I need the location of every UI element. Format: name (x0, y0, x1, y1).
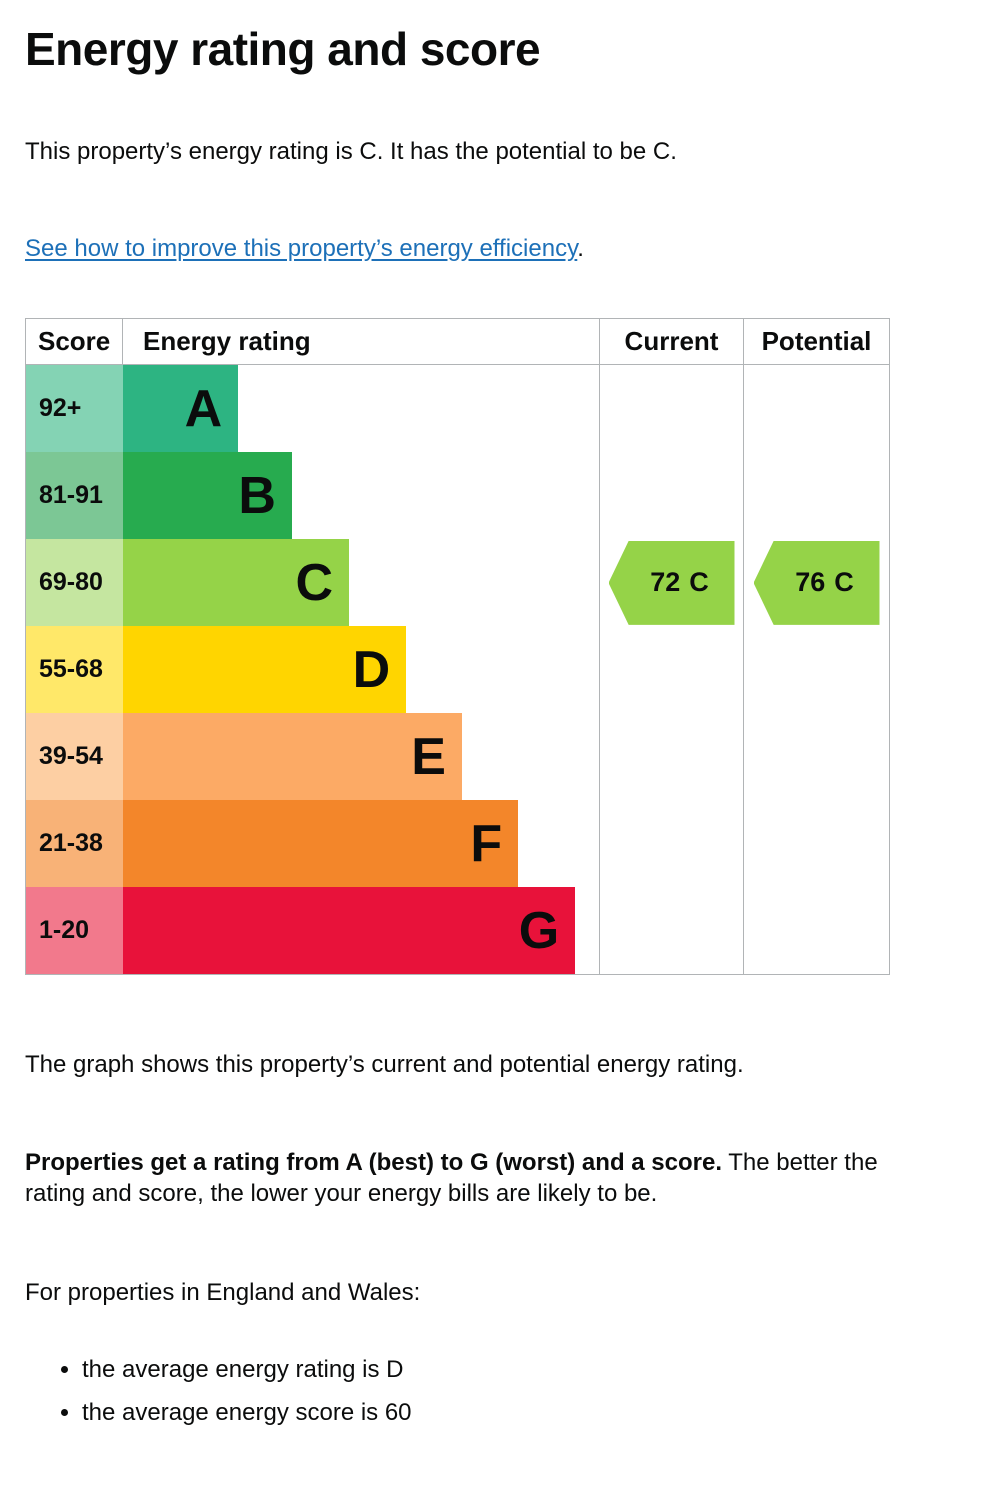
band-bar-cell-a: A (123, 365, 599, 453)
rating-explainer-lead: Properties get a rating from A (best) to… (25, 1148, 722, 1176)
potential-column-header: Potential (743, 319, 889, 366)
epc-rating-chart: Score Energy rating Current Potential 92… (25, 318, 890, 976)
improve-efficiency-link[interactable]: See how to improve this property’s energ… (25, 235, 578, 263)
potential-cell-c: 76 C (743, 539, 889, 627)
score-range-e: 39-54 (26, 713, 123, 801)
regions-heading: For properties in England and Wales: (25, 1278, 421, 1306)
link-suffix-period: . (577, 235, 584, 263)
potential-cell-g (743, 887, 889, 975)
potential-rating-letter: C (834, 567, 854, 598)
band-letter-c: C (295, 553, 334, 612)
graph-caption: The graph shows this property’s current … (25, 1051, 744, 1079)
potential-cell-a (743, 365, 889, 453)
rating-explainer: Properties get a rating from A (best) to… (25, 1147, 890, 1209)
average-score-item: the average energy score is 60 (82, 1397, 890, 1428)
current-cell-e (599, 713, 743, 801)
band-bar-cell-b: B (123, 452, 599, 540)
energy-rating-page: Energy rating and score This property’s … (25, 22, 890, 1429)
band-bar-a: A (123, 365, 239, 453)
current-cell-f (599, 800, 743, 888)
score-range-f: 21-38 (26, 800, 123, 888)
score-range-c: 69-80 (26, 539, 123, 627)
potential-cell-f (743, 800, 889, 888)
potential-score-value: 76 (795, 567, 826, 598)
rating-explainer-rest: The better the rating and score, the low… (25, 1148, 878, 1207)
score-range-g: 1-20 (26, 887, 123, 975)
score-range-b: 81-91 (26, 452, 123, 540)
band-letter-d: D (352, 640, 391, 699)
potential-rating-arrow: 76 C (753, 540, 880, 625)
band-bar-cell-c: C (123, 539, 599, 627)
current-rating-letter: C (689, 567, 709, 598)
current-cell-d (599, 626, 743, 714)
band-bar-cell-f: F (123, 800, 599, 888)
band-bar-cell-e: E (123, 713, 599, 801)
score-range-a: 92+ (26, 365, 123, 453)
score-column-header: Score (26, 319, 123, 366)
band-letter-g: G (518, 901, 560, 960)
current-score-value: 72 (650, 567, 681, 598)
rating-summary-text: This property’s energy rating is C. It h… (25, 138, 677, 165)
current-cell-c: 72 C (599, 539, 743, 627)
band-bar-cell-d: D (123, 626, 599, 714)
band-bar-c: C (123, 539, 350, 627)
band-bar-g: G (123, 887, 576, 975)
current-cell-b (599, 452, 743, 540)
average-rating-item: the average energy rating is D (82, 1354, 890, 1385)
energy-rating-column-header: Energy rating (123, 319, 599, 366)
improve-link-line: See how to improve this property’s energ… (25, 233, 890, 264)
current-column-header: Current (599, 319, 743, 366)
band-bar-d: D (123, 626, 407, 714)
band-bar-b: B (123, 452, 292, 540)
current-rating-arrow: 72 C (608, 540, 735, 625)
band-letter-f: F (470, 814, 503, 873)
band-bar-cell-g: G (123, 887, 599, 975)
band-letter-e: E (411, 727, 446, 786)
page-title: Energy rating and score (25, 23, 541, 75)
potential-cell-b (743, 452, 889, 540)
band-bar-f: F (123, 800, 519, 888)
current-cell-a (599, 365, 743, 453)
band-bar-e: E (123, 713, 462, 801)
potential-cell-d (743, 626, 889, 714)
score-range-d: 55-68 (26, 626, 123, 714)
band-letter-b: B (238, 466, 276, 525)
potential-cell-e (743, 713, 889, 801)
current-cell-g (599, 887, 743, 975)
averages-list: the average energy rating is D the avera… (25, 1354, 890, 1428)
band-letter-a: A (184, 379, 223, 438)
